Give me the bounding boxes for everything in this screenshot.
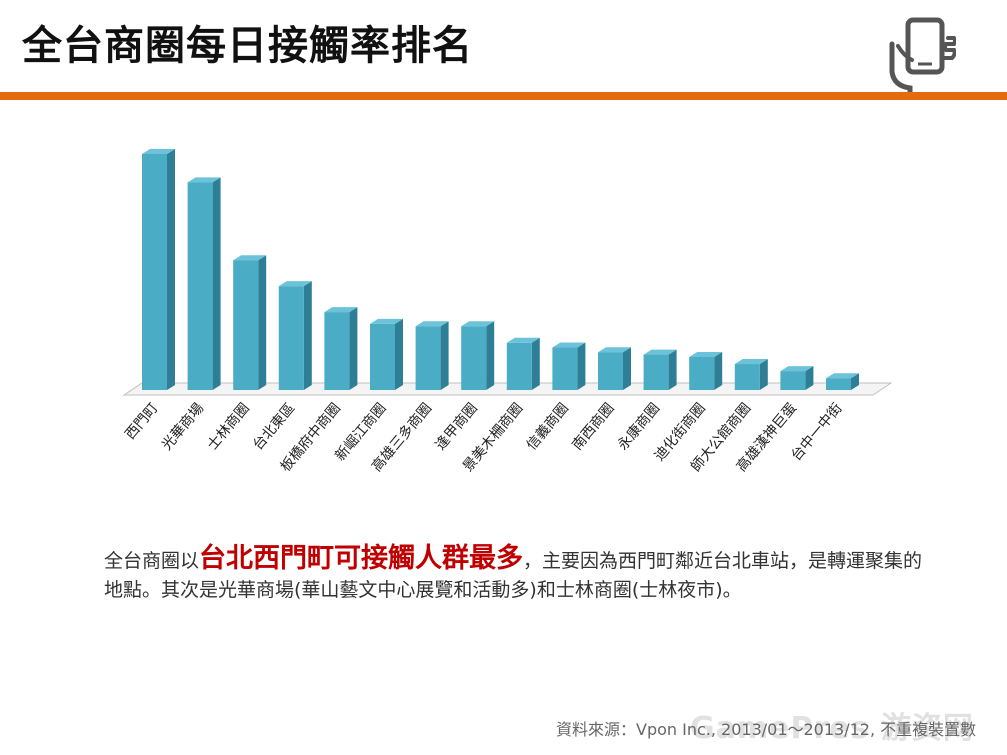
bar-信義商圈 xyxy=(552,342,586,390)
bar-永康商圈 xyxy=(643,349,677,390)
bar-高雄三多商圈 xyxy=(415,321,449,390)
tick-label-逢甲商圈: 逢甲商圈 xyxy=(433,400,481,453)
tick-label-南西商圈: 南西商圈 xyxy=(569,400,617,453)
bar-迪化街商圈 xyxy=(689,351,723,390)
tick-label-士林商圈: 士林商圈 xyxy=(205,400,253,453)
bar-高雄漢神巨蛋 xyxy=(780,366,814,390)
tick-label-永康商圈: 永康商圈 xyxy=(614,400,663,454)
tick-label-西門町: 西門町 xyxy=(122,400,161,442)
description-text: 全台商圈以台北西門町可接觸人群最多，主要因為西門町鄰近台北車站，是轉運聚集的地點… xyxy=(104,544,924,605)
tick-label-光華商場: 光華商場 xyxy=(159,400,207,453)
bar-師大公館商圈 xyxy=(734,359,768,390)
bar-逢甲商圈 xyxy=(461,321,495,390)
bar-台北東區 xyxy=(278,281,312,390)
description-highlight: 台北西門町可接觸人群最多 xyxy=(199,543,524,574)
tick-label-信義商圈: 信義商圈 xyxy=(523,400,572,454)
header-divider xyxy=(0,92,1007,100)
bar-光華商場 xyxy=(187,177,221,390)
description-part2: ，主要因為西門町鄰近台北車站，是轉運聚集的地點。其次是光華商場(華山藝文中心展覽… xyxy=(104,550,923,601)
mobile-phone-hand-icon xyxy=(889,17,956,92)
bar-西門町 xyxy=(142,149,175,390)
bar-新崛江商圈 xyxy=(370,318,403,390)
description-part1: 全台商圈以 xyxy=(104,550,200,572)
bar-景美木柵商圈 xyxy=(506,337,540,390)
bar-台中一中街 xyxy=(826,373,859,390)
page-title: 全台商圈每日接觸率排名 xyxy=(22,23,473,69)
bar-板橋府中商圈 xyxy=(324,307,358,390)
bar-士林商圈 xyxy=(233,255,267,390)
data-source: 資料來源：Vpon Inc., 2013/01～2013/12, 不重複裝置數 xyxy=(556,720,977,739)
contact-rate-bar-chart: 西門町光華商場士林商圈台北東區板橋府中商圈新崛江商圈高雄三多商圈逢甲商圈景美木柵… xyxy=(122,149,893,475)
bar-南西商圈 xyxy=(598,347,631,390)
watermark: GamePres 游资网 xyxy=(690,711,974,746)
tick-label-台北東區: 台北東區 xyxy=(250,400,298,453)
